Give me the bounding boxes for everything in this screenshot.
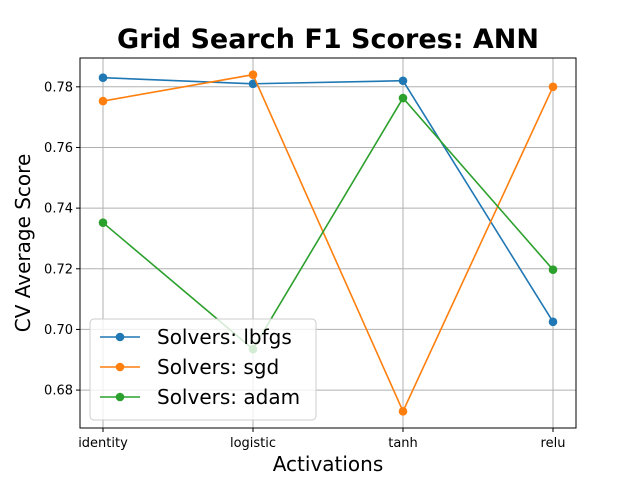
legend-entry: Solvers: adam bbox=[157, 385, 300, 409]
x-tick-label: relu bbox=[541, 436, 566, 451]
series-line bbox=[102, 73, 554, 414]
legend: Solvers: lbfgs Solvers: sgd Solvers: adam bbox=[89, 318, 317, 421]
y-axis-label: CV Average Score bbox=[11, 154, 35, 333]
chart-title: Grid Search F1 Scores: ANN bbox=[117, 24, 539, 55]
series-1 bbox=[98, 73, 558, 327]
data-point bbox=[98, 96, 108, 106]
y-tick-label: 0.74 bbox=[44, 202, 73, 217]
x-tick-label: identity bbox=[78, 436, 128, 451]
data-point bbox=[548, 317, 558, 327]
legend-marker bbox=[115, 362, 125, 372]
series-lines bbox=[98, 70, 558, 416]
y-tick-label: 0.78 bbox=[44, 80, 73, 95]
data-point bbox=[98, 73, 108, 83]
legend-entry: Solvers: lbfgs bbox=[157, 325, 292, 349]
y-axis-ticks: 0.68 0.70 0.72 0.74 0.76 0.78 bbox=[44, 80, 80, 399]
y-tick-label: 0.70 bbox=[44, 323, 73, 338]
data-point bbox=[398, 93, 408, 103]
series-3 bbox=[98, 93, 558, 354]
legend-frame bbox=[89, 318, 317, 421]
legend-marker bbox=[115, 392, 125, 402]
series-line bbox=[102, 76, 554, 323]
data-point bbox=[398, 76, 408, 86]
y-tick-label: 0.76 bbox=[44, 141, 73, 156]
y-tick-label: 0.72 bbox=[44, 262, 73, 277]
series-line bbox=[102, 96, 554, 351]
x-axis-ticks: identity logistic tanh relu bbox=[78, 428, 565, 451]
legend-entry: Solvers: sgd bbox=[157, 355, 279, 379]
y-tick-label: 0.68 bbox=[44, 384, 73, 399]
data-point bbox=[548, 265, 558, 274]
data-point bbox=[398, 407, 408, 416]
data-point bbox=[248, 70, 258, 79]
data-point bbox=[98, 218, 108, 227]
x-tick-label: logistic bbox=[230, 436, 276, 451]
x-axis-label: Activations bbox=[273, 452, 384, 476]
plot-area-frame bbox=[79, 57, 577, 429]
data-point bbox=[548, 82, 558, 92]
series-2 bbox=[98, 70, 558, 416]
data-point bbox=[248, 79, 258, 89]
x-tick-label: tanh bbox=[388, 436, 418, 451]
legend-marker bbox=[115, 332, 125, 342]
